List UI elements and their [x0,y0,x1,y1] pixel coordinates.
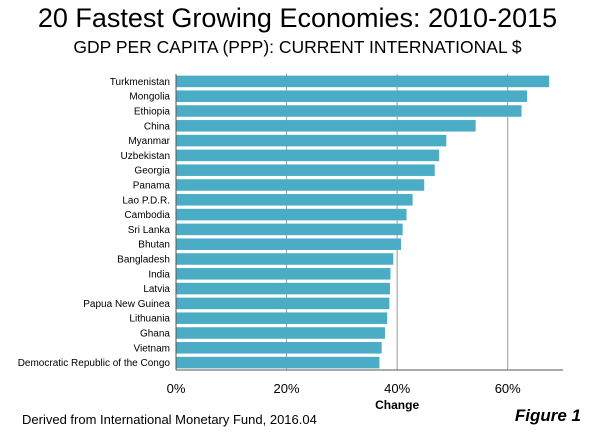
bar-2 [176,105,522,117]
category-label-17: Ghana [140,329,170,340]
x-tick-label-2: 40% [384,381,410,396]
x-tick-label-0: 0% [167,381,186,396]
bar-12 [176,253,394,265]
category-label-15: Papua New Guinea [83,299,170,310]
category-label-11: Bhutan [138,240,170,251]
bar-3 [176,120,476,132]
category-label-13: India [148,269,170,280]
bar-9 [176,208,407,221]
chart-title: 20 Fastest Growing Economies: 2010-2015 [37,3,558,33]
bar-4 [176,134,447,147]
category-label-18: Vietnam [133,343,170,354]
figure-label: Figure 1 [514,406,581,425]
chart-subtitle: GDP PER CAPITA (PPP): CURRENT INTERNATIO… [73,37,522,57]
category-label-9: Cambodia [124,210,170,221]
category-label-14: Latvia [143,284,170,295]
bar-1 [176,90,528,102]
bar-8 [176,194,413,206]
bar-5 [176,149,440,162]
x-axis-title: Change [375,398,419,412]
category-label-0: Turkmenistan [110,77,170,88]
category-label-6: Georgia [134,166,170,177]
category-label-12: Bangladesh [117,255,170,266]
x-tick-label-3: 60% [495,381,521,396]
category-label-1: Mongolia [129,92,170,103]
bar-18 [176,342,382,354]
category-label-10: Sri Lanka [128,225,171,236]
category-label-3: China [144,121,171,132]
source-note: Derived from International Monetary Fund… [22,412,317,427]
bar-10 [176,223,403,236]
bar-19 [176,356,380,369]
category-label-7: Panama [133,181,171,192]
category-label-5: Uzbekistan [121,151,170,162]
bar-13 [176,268,391,280]
x-tick-label-1: 20% [274,381,300,396]
bar-14 [176,282,390,295]
bar-6 [176,164,435,176]
category-label-19: Democratic Republic of the Congo [18,358,171,369]
category-label-4: Myanmar [128,136,170,147]
category-label-2: Ethiopia [134,107,171,118]
category-label-16: Lithuania [129,314,170,325]
bar-0 [176,75,550,88]
bar-11 [176,238,402,250]
bar-17 [176,327,385,339]
bar-7 [176,179,425,191]
category-label-8: Lao P.D.R. [122,195,170,206]
bar-15 [176,297,390,310]
bar-16 [176,312,388,324]
